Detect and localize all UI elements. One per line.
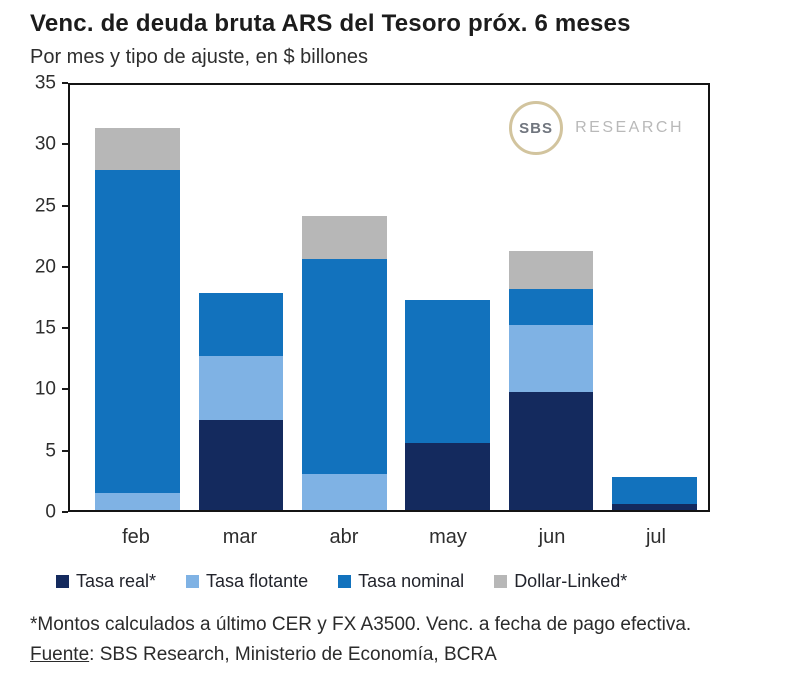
segment-tasa-flotante-feb — [95, 493, 181, 510]
sbs-logo-text: SBS — [519, 119, 554, 137]
segment-dollar-linked-feb — [95, 127, 181, 170]
y-tick-mark-10 — [62, 388, 68, 391]
legend-label-dollar-linked: Dollar-Linked* — [514, 571, 628, 591]
chart: 0 5 10 15 20 25 30 35 SBS RESEARCH — [30, 74, 710, 522]
segment-tasa-flotante-jun — [508, 325, 594, 393]
segment-tasa-flotante-abr — [301, 473, 387, 510]
segment-tasa-nominal-feb — [95, 170, 181, 493]
legend-item-tasa-real: Tasa real* — [56, 571, 156, 592]
y-tick-mark-5 — [62, 449, 68, 452]
legend-swatch-dollar-linked — [494, 575, 508, 588]
source-line: Fuente: SBS Research, Ministerio de Econ… — [30, 644, 772, 666]
y-tick-label-0: 0 — [45, 501, 56, 523]
y-tick-label-5: 5 — [45, 440, 56, 462]
segment-tasa-nominal-abr — [301, 258, 387, 474]
chart-title: Venc. de deuda bruta ARS del Tesoro próx… — [30, 10, 631, 37]
bar-slot-mar — [189, 85, 292, 510]
bar-feb — [95, 85, 181, 510]
research-logo-text: RESEARCH — [575, 119, 684, 136]
source-label: Fuente — [30, 644, 90, 665]
x-label-mar: mar — [222, 526, 258, 548]
bar-jun — [508, 85, 594, 510]
legend-label-tasa-real: Tasa real* — [76, 571, 157, 591]
segment-tasa-nominal-jul — [611, 477, 697, 504]
y-axis: 0 5 10 15 20 25 30 35 — [30, 74, 68, 522]
x-label-feb: feb — [122, 526, 150, 548]
chart-subtitle: Por mes y tipo de ajuste, en $ billones — [30, 46, 368, 68]
legend-swatch-tasa-real — [56, 575, 69, 588]
sbs-research-logo: SBS RESEARCH — [509, 101, 684, 155]
bar-slot-feb — [86, 85, 189, 510]
y-tick-label-25: 25 — [34, 195, 56, 217]
y-tick-mark-30 — [62, 143, 68, 146]
legend: Tasa real* Tasa flotante Tasa nominal Dolla… — [56, 571, 772, 592]
segment-tasa-real-jul — [611, 503, 697, 510]
y-tick-mark-0 — [62, 511, 68, 513]
segment-dollar-linked-abr — [301, 216, 387, 259]
bar-abr — [301, 85, 387, 510]
segment-tasa-real-mar — [198, 420, 284, 510]
source-text: : SBS Research, Ministerio de Economía, … — [89, 644, 497, 665]
segment-tasa-flotante-mar — [198, 355, 284, 421]
segment-tasa-nominal-mar — [198, 292, 284, 356]
y-tick-mark-20 — [62, 265, 68, 268]
y-tick-label-15: 15 — [34, 317, 56, 339]
legend-label-tasa-flotante: Tasa flotante — [206, 571, 309, 591]
footnote: *Montos calculados a último CER y FX A35… — [30, 614, 692, 635]
segment-tasa-nominal-jun — [508, 289, 594, 326]
y-tick-mark-25 — [62, 204, 68, 207]
bar-slot-abr — [293, 85, 396, 510]
legend-item-dollar-linked: Dollar-Linked* — [494, 571, 627, 592]
legend-item-tasa-nominal: Tasa nominal — [338, 571, 464, 592]
bar-jul — [611, 85, 697, 510]
bar-slot-may — [396, 85, 499, 510]
bar-mar — [198, 85, 284, 510]
legend-label-tasa-nominal: Tasa nominal — [358, 571, 465, 591]
x-axis-labels: feb mar abr may jun jul — [68, 512, 710, 549]
y-tick-label-20: 20 — [34, 256, 56, 278]
legend-swatch-tasa-nominal — [338, 575, 352, 588]
bar-slot-jul — [603, 85, 706, 510]
bars-row — [70, 85, 708, 510]
legend-swatch-tasa-flotante — [186, 575, 200, 588]
y-tick-label-10: 10 — [34, 378, 56, 400]
sbs-logo-icon: SBS — [509, 101, 564, 155]
x-label-jun: jun — [538, 526, 566, 548]
segment-tasa-nominal-may — [405, 299, 490, 444]
plot-area: SBS RESEARCH — [68, 83, 710, 512]
bar-slot-jun — [499, 85, 602, 510]
segment-dollar-linked-jun — [508, 251, 594, 290]
y-tick-label-30: 30 — [34, 133, 56, 155]
y-tick-mark-35 — [62, 82, 68, 84]
y-tick-label-35: 35 — [34, 72, 56, 94]
legend-item-tasa-flotante: Tasa flotante — [186, 571, 308, 592]
segment-tasa-real-may — [405, 443, 490, 510]
x-label-abr: abr — [329, 526, 359, 548]
x-axis: feb mar abr may jun jul — [30, 512, 710, 549]
y-tick-mark-15 — [62, 327, 68, 330]
segment-tasa-real-jun — [508, 392, 594, 510]
x-label-may: may — [429, 526, 467, 548]
x-label-jul: jul — [645, 526, 666, 548]
bar-may — [405, 85, 490, 510]
